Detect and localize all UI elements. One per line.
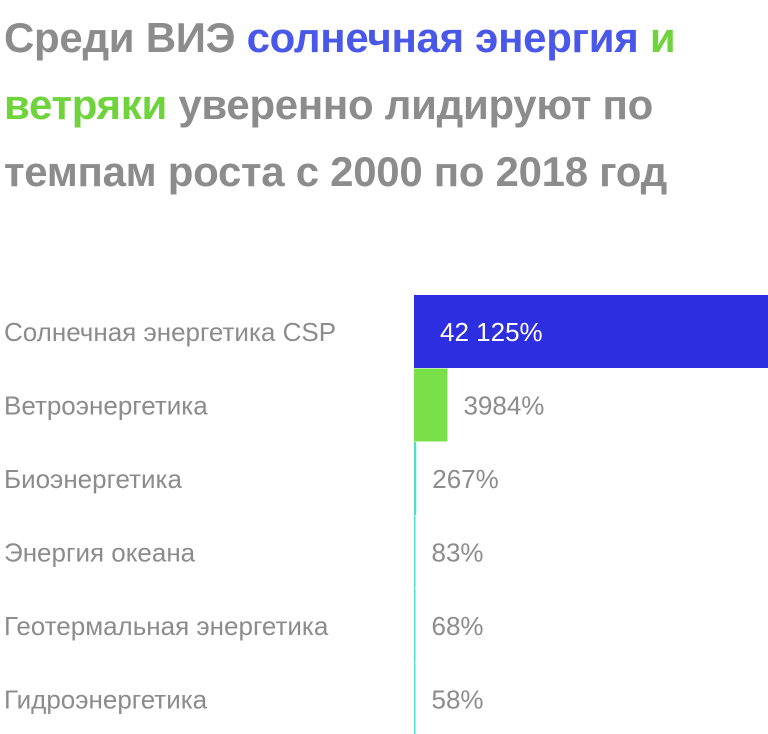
- bar: [414, 589, 416, 662]
- value-label: 58%: [432, 684, 484, 714]
- value-label: 42 125%: [440, 317, 543, 347]
- category-label: Гидроэнергетика: [4, 684, 208, 714]
- chart-title: Среди ВИЭ солнечная энергия и ветряки ув…: [4, 0, 764, 205]
- title-highlight-wind: и ветряки: [4, 14, 676, 128]
- value-label: 83%: [432, 537, 484, 567]
- value-label: 3984%: [463, 390, 544, 420]
- category-label: Солнечная энергетика CSP: [4, 317, 336, 347]
- category-label: Энергия океана: [4, 537, 196, 567]
- category-label: Геотермальная энергетика: [4, 611, 329, 641]
- title-part-5: уверенно лидируют по темпам роста с 2000…: [4, 81, 667, 195]
- bar: [414, 368, 448, 442]
- category-label: Биоэнергетика: [4, 464, 182, 494]
- category-label: Ветроэнергетика: [4, 390, 208, 420]
- bar: [414, 295, 768, 368]
- value-label: 68%: [432, 611, 484, 641]
- title-part-1: Среди ВИЭ: [4, 14, 247, 61]
- bar: [414, 662, 416, 734]
- title-highlight-solar: солнечная энергия: [246, 14, 639, 61]
- value-label: 267%: [432, 464, 499, 494]
- bar: [414, 442, 417, 515]
- bar: [414, 515, 416, 589]
